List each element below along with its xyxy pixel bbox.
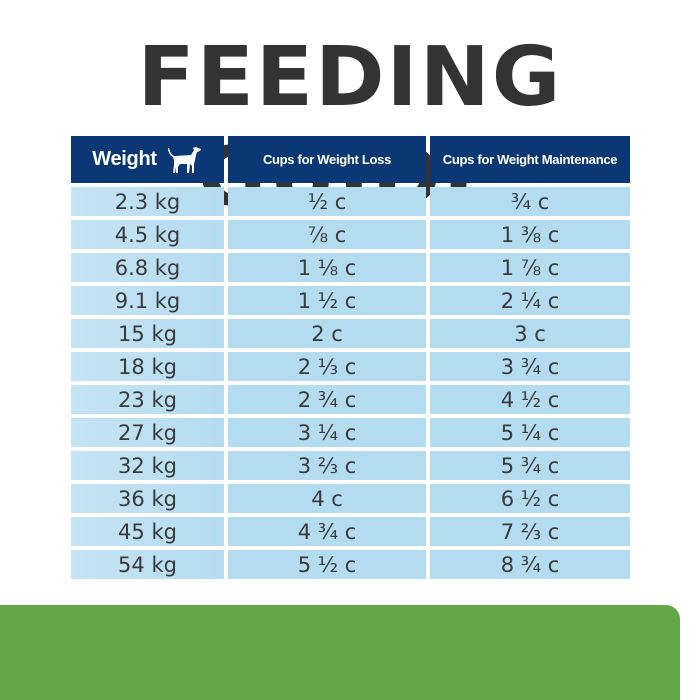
maintenance-cell: 5 ¼ c bbox=[430, 418, 630, 447]
maintenance-cell: ¾ c bbox=[430, 187, 630, 216]
table-row: 45 kg 4 ¾ c 7 ⅔ c bbox=[71, 517, 630, 546]
weight-cell: 27 kg bbox=[71, 418, 224, 447]
feeding-table: Weight Cups for Weight Loss Cups for Wei… bbox=[71, 136, 630, 583]
table-row: 4.5 kg ⅞ c 1 ⅜ c bbox=[71, 220, 630, 249]
loss-cell: 2 ¾ c bbox=[228, 385, 426, 414]
maintenance-cell: 3 c bbox=[430, 319, 630, 348]
maintenance-cell: 7 ⅔ c bbox=[430, 517, 630, 546]
maintenance-cell: 1 ⅞ c bbox=[430, 253, 630, 282]
header-weight-loss: Cups for Weight Loss bbox=[228, 136, 426, 183]
weight-cell: 36 kg bbox=[71, 484, 224, 513]
loss-cell: 4 c bbox=[228, 484, 426, 513]
weight-cell: 15 kg bbox=[71, 319, 224, 348]
maintenance-cell: 2 ¼ c bbox=[430, 286, 630, 315]
maintenance-cell: 4 ½ c bbox=[430, 385, 630, 414]
table-header-row: Weight Cups for Weight Loss Cups for Wei… bbox=[71, 136, 630, 183]
loss-cell: 1 ½ c bbox=[228, 286, 426, 315]
weight-cell: 54 kg bbox=[71, 550, 224, 579]
table-row: 54 kg 5 ½ c 8 ¾ c bbox=[71, 550, 630, 579]
footer-green-panel bbox=[0, 605, 680, 700]
table-row: 9.1 kg 1 ½ c 2 ¼ c bbox=[71, 286, 630, 315]
loss-cell: 4 ¾ c bbox=[228, 517, 426, 546]
loss-cell: ½ c bbox=[228, 187, 426, 216]
table-row: 32 kg 3 ⅔ c 5 ¾ c bbox=[71, 451, 630, 480]
weight-cell: 45 kg bbox=[71, 517, 224, 546]
weight-cell: 6.8 kg bbox=[71, 253, 224, 282]
table-row: 36 kg 4 c 6 ½ c bbox=[71, 484, 630, 513]
loss-cell: ⅞ c bbox=[228, 220, 426, 249]
loss-cell: 2 c bbox=[228, 319, 426, 348]
weight-cell: 23 kg bbox=[71, 385, 224, 414]
maintenance-cell: 1 ⅜ c bbox=[430, 220, 630, 249]
table-row: 2.3 kg ½ c ¾ c bbox=[71, 187, 630, 216]
loss-cell: 1 ⅛ c bbox=[228, 253, 426, 282]
loss-cell: 5 ½ c bbox=[228, 550, 426, 579]
weight-cell: 4.5 kg bbox=[71, 220, 224, 249]
weight-cell: 18 kg bbox=[71, 352, 224, 381]
table-row: 23 kg 2 ¾ c 4 ½ c bbox=[71, 385, 630, 414]
maintenance-cell: 5 ¾ c bbox=[430, 451, 630, 480]
table-row: 6.8 kg 1 ⅛ c 1 ⅞ c bbox=[71, 253, 630, 282]
table-row: 15 kg 2 c 3 c bbox=[71, 319, 630, 348]
loss-cell: 3 ¼ c bbox=[228, 418, 426, 447]
table-row: 18 kg 2 ⅓ c 3 ¾ c bbox=[71, 352, 630, 381]
maintenance-cell: 8 ¾ c bbox=[430, 550, 630, 579]
dog-icon bbox=[167, 146, 201, 173]
weight-cell: 9.1 kg bbox=[71, 286, 224, 315]
header-weight: Weight bbox=[71, 136, 224, 183]
loss-cell: 2 ⅓ c bbox=[228, 352, 426, 381]
maintenance-cell: 3 ¾ c bbox=[430, 352, 630, 381]
table-row: 27 kg 3 ¼ c 5 ¼ c bbox=[71, 418, 630, 447]
maintenance-cell: 6 ½ c bbox=[430, 484, 630, 513]
header-weight-label: Weight bbox=[92, 148, 157, 170]
header-weight-maintenance: Cups for Weight Maintenance bbox=[430, 136, 630, 183]
weight-cell: 32 kg bbox=[71, 451, 224, 480]
loss-cell: 3 ⅔ c bbox=[228, 451, 426, 480]
weight-cell: 2.3 kg bbox=[71, 187, 224, 216]
